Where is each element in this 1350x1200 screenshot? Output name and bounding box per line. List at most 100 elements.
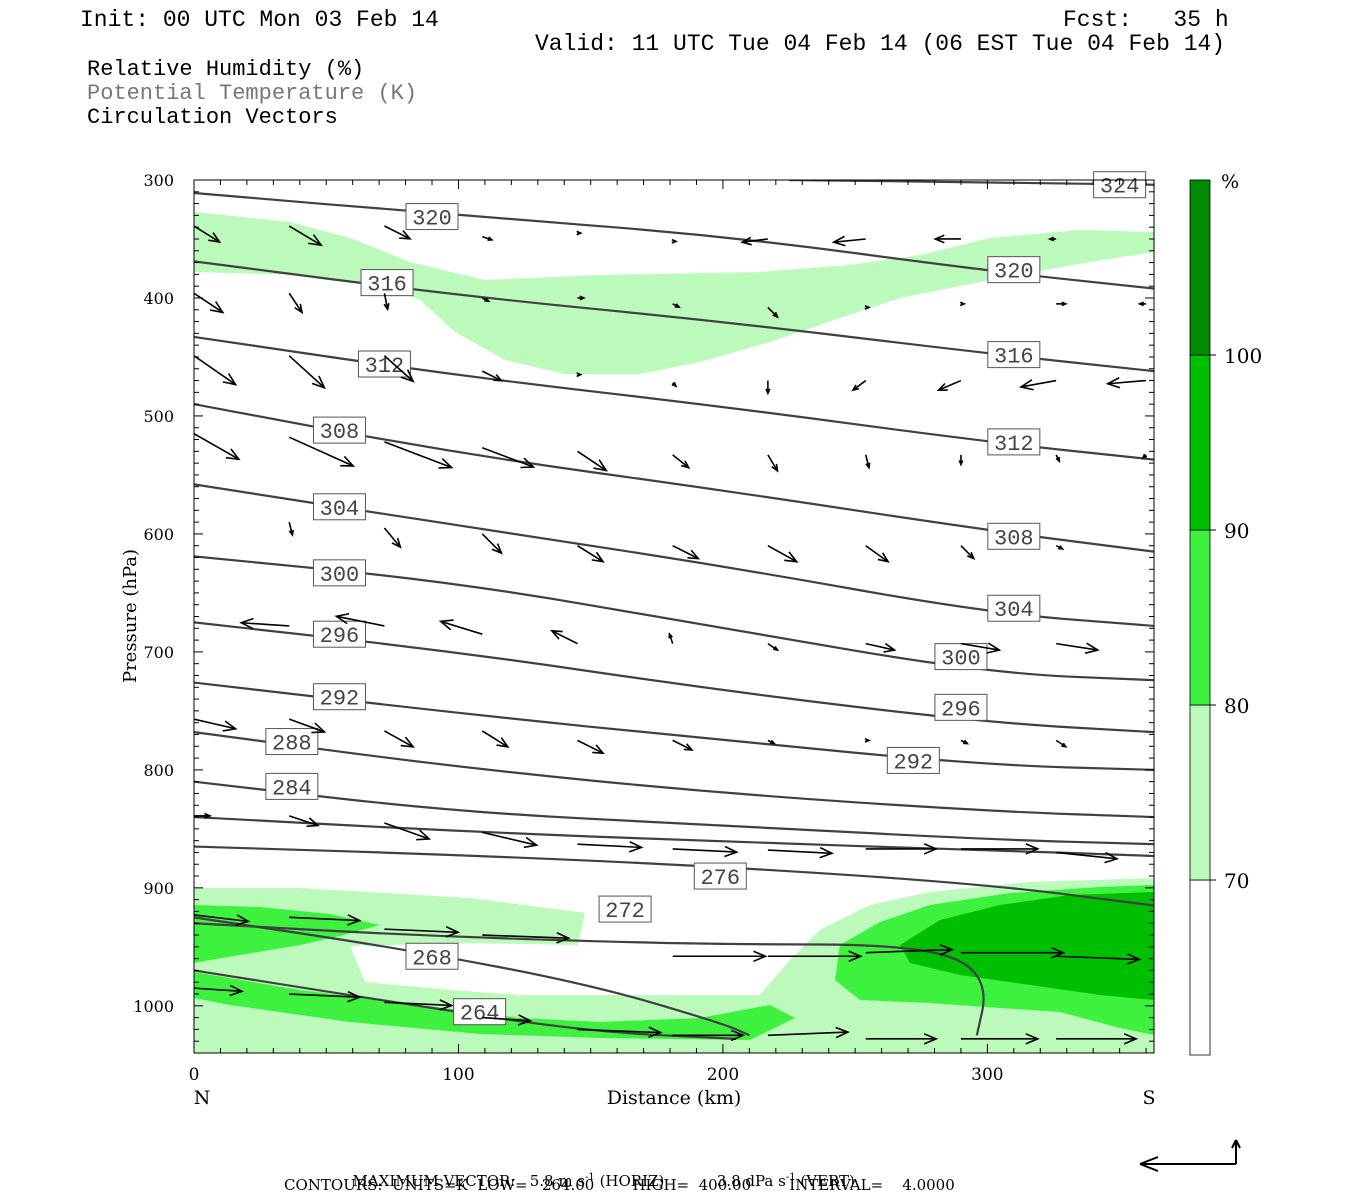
vector-head [288,529,294,537]
wind-vector [576,230,583,236]
vector-shaft [194,292,224,314]
vector-head [1055,456,1061,464]
wind-vector [740,236,768,246]
vert-tag: (VERT) [800,1172,855,1190]
theta-label-text: 276 [700,866,740,891]
theta-label-316: 316 [360,269,414,298]
vector-head [1061,742,1068,748]
vector-head [487,236,494,241]
vector-head [550,629,563,640]
vector-shaft [960,642,1000,651]
wind-vector [960,946,1066,959]
vector-head [340,455,356,467]
wind-vector [1056,851,1120,864]
theta-label-box [312,416,366,444]
wind-vector [577,545,605,563]
vector-shaft [384,822,430,840]
theta-label-text: 296 [941,697,981,722]
wind-vector [194,984,245,997]
wind-vector [767,545,799,563]
wind-vector [482,1014,533,1026]
y-tick-labels: 300 400 500 600 700 800 900 1000 [133,171,174,1016]
wind-vector [288,355,326,390]
vector-shaft [482,934,569,940]
vector-head [593,459,608,472]
rh-band-upper-70 [194,212,1154,374]
wind-vector [672,845,739,858]
theta-line-288 [194,731,1154,819]
theta-label-box [312,620,366,648]
vector-shaft [865,642,895,651]
vector-shaft [864,454,870,468]
wind-vector [1055,739,1068,748]
vector-shaft [482,1016,531,1022]
vector-shaft [672,739,693,751]
vector-shaft [194,914,249,923]
theta-label-box [312,683,366,711]
wind-vector [960,545,976,560]
vector-shaft [742,238,768,243]
theta-label-308: 308 [987,522,1041,551]
theta-label-312: 312 [987,428,1041,457]
y-tick-label: 500 [143,407,174,426]
wind-vector [765,380,771,396]
wind-vector [851,379,867,392]
vector-head [1137,301,1144,307]
theta-label-box [265,728,319,756]
theta-line-316 [194,260,1154,373]
vector-head [1105,377,1121,389]
wind-vector [960,739,970,745]
theta-label-text: 284 [272,776,312,801]
wind-vector [865,1033,939,1045]
vector-shaft [938,379,962,391]
vector-head [579,295,586,301]
x-end-label-right: S [1142,1087,1155,1109]
theta-label-text: 316 [994,345,1034,370]
vector-shaft [384,225,411,240]
vector-head [864,737,872,743]
wind-vector [438,619,483,635]
vector-head [835,1026,850,1039]
wind-vector [383,293,390,312]
theta-label-text: 292 [894,750,934,775]
wind-vector [865,545,890,563]
theta-label-text: 272 [605,899,645,924]
vector-shaft [194,225,221,243]
vector-head [687,549,701,560]
vector-head [936,382,948,391]
wind-vector [1056,1033,1139,1045]
theta-line-312 [194,335,1154,461]
theta-label-264: 264 [453,998,507,1027]
vector-head [683,743,694,751]
wind-vector [933,234,961,244]
vector-shaft [481,730,509,748]
wind-vector [481,730,510,749]
vector-head [1025,843,1040,855]
contours-info: CONTOURS: UNITS=K LOW= 264.00 HIGH= 400.… [284,1176,955,1194]
colorbar-level-label: 90 [1224,519,1249,543]
wind-vector [960,1033,1040,1045]
vector-head [391,537,402,549]
wind-vector [288,292,304,315]
theta-label-text: 308 [320,420,360,445]
vector-shaft [1056,851,1118,860]
vector-head [222,720,238,732]
colorbar-level-label: 70 [1224,869,1249,893]
vector-shaft [194,432,240,460]
x-tick-labels: 0 100 200 300 [189,1065,1004,1085]
theta-label-text: 308 [994,526,1034,551]
theta-label-box [987,428,1041,456]
wind-vector [288,815,320,828]
wind-vector [672,1029,746,1042]
y-tick-label: 700 [143,643,174,662]
vector-shaft [241,621,290,627]
theta-label-296: 296 [312,620,366,649]
wind-vector [288,521,294,537]
legend-rh: Relative Humidity (%) [87,57,365,82]
vector-head [765,388,771,396]
vector-shaft [194,987,243,993]
theta-labels: 324 320 320 316 316 312 312 308 308 304 304 300 300 2… [265,171,1147,1027]
vector-head [334,612,350,625]
wind-vector [1056,642,1100,654]
